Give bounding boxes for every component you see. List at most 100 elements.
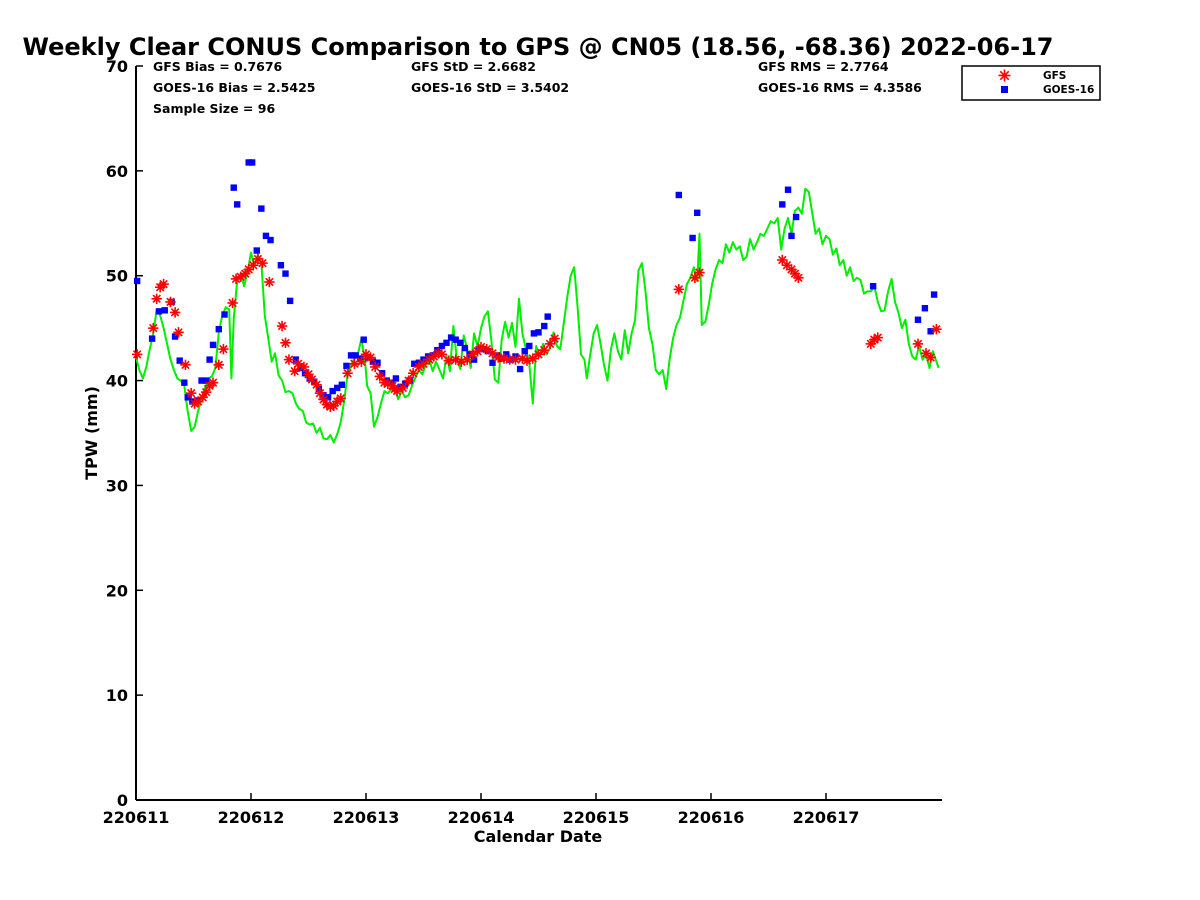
gfs-point bbox=[169, 307, 181, 318]
gfs-point bbox=[276, 320, 288, 332]
goes16-point bbox=[694, 209, 701, 216]
goes16-point bbox=[675, 191, 682, 199]
gfs-point bbox=[303, 369, 314, 380]
x-tick-label: 220611 bbox=[103, 808, 170, 827]
goes16-point bbox=[282, 270, 289, 277]
gfs-point bbox=[493, 352, 504, 363]
gps-line-layer bbox=[135, 187, 940, 444]
goes16-point bbox=[161, 307, 168, 314]
goes16-point bbox=[352, 352, 359, 359]
goes16-point bbox=[234, 201, 241, 208]
gfs-point bbox=[349, 358, 360, 369]
gfs-point bbox=[213, 359, 224, 371]
gfs-point bbox=[397, 382, 408, 394]
gfs-point bbox=[257, 257, 268, 269]
gfs-point bbox=[356, 356, 367, 367]
y-tick-label: 30 bbox=[106, 476, 128, 495]
legend-goes16-marker bbox=[1001, 86, 1008, 93]
gfs-point bbox=[487, 348, 498, 359]
gfs-point bbox=[186, 387, 197, 399]
y-tick-label: 60 bbox=[106, 162, 128, 181]
goes16-point bbox=[267, 236, 274, 244]
x-tick-label: 220616 bbox=[678, 808, 745, 827]
goes16-point bbox=[784, 186, 792, 193]
goes16-point bbox=[262, 232, 270, 240]
gfs-point bbox=[289, 365, 300, 377]
gfs-point bbox=[342, 368, 353, 379]
x-tick-label: 220615 bbox=[563, 808, 630, 827]
gfs-point bbox=[549, 333, 560, 344]
goes16-point bbox=[397, 383, 404, 391]
gfs-points-layer bbox=[131, 253, 942, 412]
goes16-point bbox=[245, 159, 252, 166]
goes16-point bbox=[438, 342, 446, 350]
goes16-point bbox=[544, 313, 551, 320]
gfs-point bbox=[694, 267, 705, 278]
y-tick-label: 10 bbox=[106, 686, 128, 705]
goes16-point bbox=[788, 232, 795, 240]
goes16-point bbox=[516, 365, 524, 373]
goes16-point bbox=[297, 364, 304, 372]
gfs-point bbox=[283, 354, 295, 365]
gfs-point bbox=[925, 352, 936, 363]
gps-line bbox=[135, 187, 940, 444]
gfs-point bbox=[173, 327, 184, 338]
gfs-point bbox=[450, 354, 461, 365]
goes16-point bbox=[277, 262, 285, 269]
goes16-point bbox=[689, 234, 696, 242]
goes16-point bbox=[434, 346, 441, 354]
goes16-point bbox=[221, 311, 228, 318]
gfs-point bbox=[374, 371, 385, 382]
gfs-point bbox=[311, 379, 322, 390]
goes16-point bbox=[452, 336, 459, 343]
goes16-point bbox=[411, 360, 418, 367]
gfs-point bbox=[248, 260, 259, 271]
goes16-point bbox=[914, 316, 922, 323]
x-tick-label: 220617 bbox=[793, 808, 860, 827]
goes16-point bbox=[470, 356, 478, 363]
gfs-point bbox=[931, 323, 942, 335]
goes-bias-stat: GOES-16 Bias = 2.5425 bbox=[153, 80, 315, 95]
y-axis-label: TPW (mm) bbox=[82, 386, 101, 480]
gfs-point bbox=[498, 353, 510, 364]
gfs-point bbox=[151, 293, 162, 304]
x-tick-label: 220613 bbox=[333, 808, 400, 827]
gfs-point bbox=[481, 343, 492, 355]
gfs-point bbox=[403, 375, 414, 386]
gfs-point bbox=[148, 322, 159, 334]
goes16-point bbox=[374, 359, 381, 366]
goes16-point bbox=[461, 344, 469, 352]
gfs-point bbox=[443, 355, 454, 366]
goes16-point bbox=[338, 381, 346, 388]
goes16-point bbox=[324, 394, 332, 401]
goes16-point bbox=[258, 205, 265, 212]
axes: 0 10 20 30 40 50 60 70 220611 220612 220613 220614 2… bbox=[103, 57, 942, 827]
y-tick-label: 70 bbox=[106, 57, 128, 76]
gfs-point bbox=[521, 355, 533, 366]
goes16-point bbox=[503, 351, 510, 358]
goes16-point bbox=[133, 277, 141, 285]
gfs-point bbox=[673, 284, 684, 295]
gfs-point bbox=[280, 337, 291, 349]
gfs-point bbox=[264, 276, 275, 288]
goes16-point bbox=[360, 336, 367, 343]
goes16-point bbox=[535, 329, 542, 336]
goes16-point bbox=[329, 387, 336, 395]
stats-block: GFS Bias = 0.7676 GOES-16 Bias = 2.5425 … bbox=[153, 59, 922, 116]
goes16-point bbox=[230, 184, 237, 191]
gfs-point bbox=[131, 349, 143, 360]
goes16-point bbox=[443, 339, 450, 347]
goes16-point bbox=[171, 333, 179, 340]
legend-gfs-label: GFS bbox=[1043, 70, 1066, 82]
goes16-point bbox=[343, 362, 350, 370]
gfs-point bbox=[180, 359, 191, 371]
goes-rms-stat: GOES-16 RMS = 4.3586 bbox=[758, 80, 922, 95]
goes16-point bbox=[301, 370, 309, 377]
goes16-point bbox=[292, 356, 300, 363]
gfs-point bbox=[318, 394, 329, 405]
x-tick-label: 220612 bbox=[218, 808, 285, 827]
y-tick-label: 0 bbox=[117, 791, 128, 810]
goes16-point bbox=[369, 358, 377, 365]
goes16-point bbox=[457, 339, 464, 347]
goes16-point bbox=[253, 247, 260, 254]
